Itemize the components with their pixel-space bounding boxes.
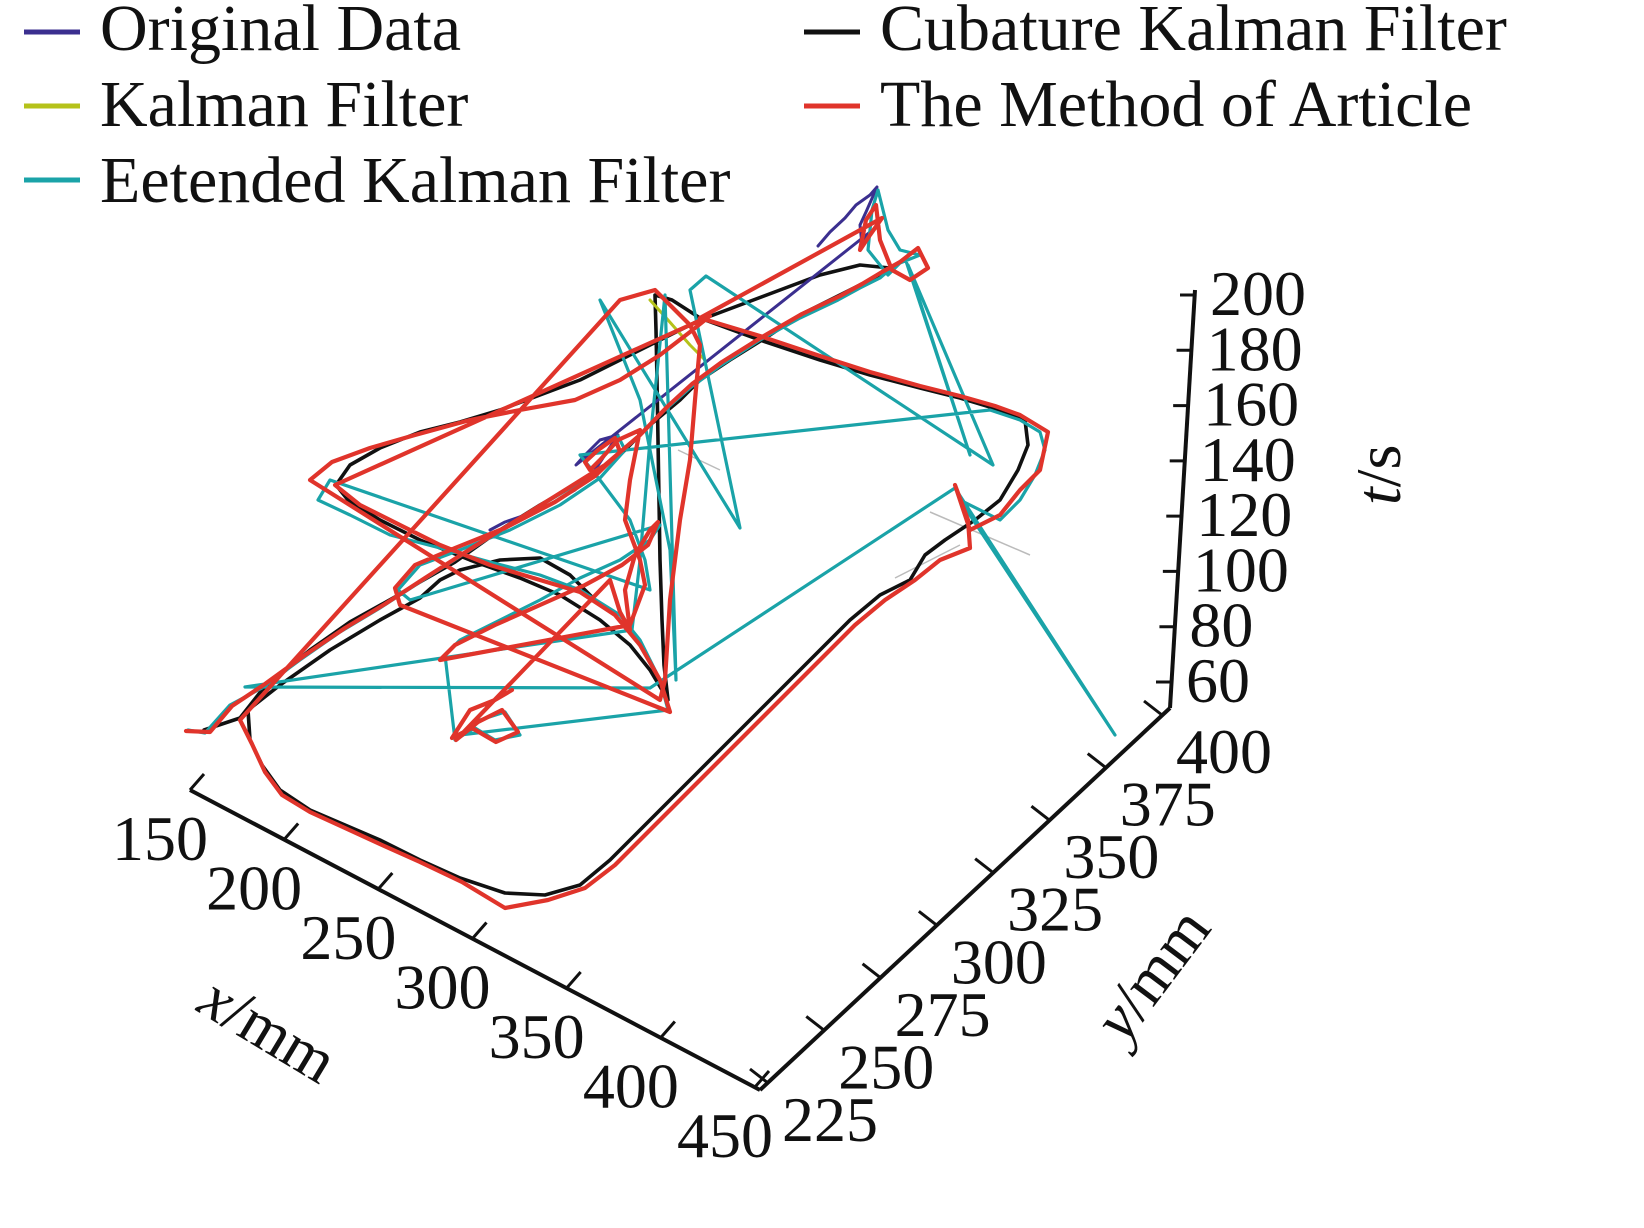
legend: Original Data Kalman Filter Eetended Kal…	[24, 0, 1507, 217]
x-axis-tick-label: 350	[489, 1001, 585, 1072]
x-axis-tick-label: 400	[583, 1051, 679, 1122]
y-axis-tick-mark	[1030, 804, 1051, 822]
legend-label-original-data: Original Data	[100, 0, 461, 65]
series-line-art	[183, 202, 1051, 911]
y-axis-tick-mark	[805, 1015, 826, 1032]
legend-label-cubature-kalman-filter: Cubature Kalman Filter	[880, 0, 1507, 65]
legend-entry-method-of-article: The Method of Article	[804, 68, 1472, 141]
x-axis-tick-mark	[377, 872, 394, 890]
z-axis-title-var: t	[1343, 485, 1414, 505]
x-axis-tick-label: 200	[206, 853, 302, 924]
x-axis-tick-label: 450	[677, 1100, 773, 1171]
y-axis-tick-mark	[974, 857, 995, 874]
z-axis-title: t/s	[1343, 445, 1414, 505]
legend-entry-extended-kalman-filter: Eetended Kalman Filter	[24, 144, 730, 217]
y-axis-tick-label: 250	[838, 1031, 934, 1102]
y-axis-line	[758, 706, 1172, 1092]
y-axis-tick-label: 400	[1176, 716, 1272, 787]
legend-label-kalman-filter: Kalman Filter	[100, 68, 468, 141]
y-axis-tick-label: 350	[1063, 821, 1159, 892]
legend-label-method-of-article: The Method of Article	[880, 68, 1472, 141]
y-axis-tick-mark	[1143, 699, 1163, 717]
z-axis-line	[1168, 289, 1197, 709]
y-axis-tick-label: 375	[1120, 769, 1216, 840]
y-axis-tick-label: 225	[782, 1084, 878, 1155]
z-axis-tick-label: 60	[1186, 645, 1250, 716]
x-axis-title: x/mm	[187, 961, 349, 1097]
z-axis-tick-label: 180	[1207, 313, 1303, 384]
y-axis-tick-mark	[917, 910, 938, 927]
inner-hint-line	[894, 544, 961, 579]
z-axis-title-unit: /s	[1343, 445, 1414, 488]
x-axis-tick-mark	[283, 822, 300, 841]
series-layer	[183, 185, 1117, 911]
z-axis-tick-label: 100	[1193, 534, 1289, 605]
z-axis-tick-label: 80	[1189, 590, 1253, 661]
x-axis-tick-mark	[565, 971, 582, 989]
x-axis-tick-mark	[188, 773, 206, 791]
x-axis-tick-label: 150	[112, 803, 208, 874]
legend-entry-cubature-kalman-filter: Cubature Kalman Filter	[804, 0, 1507, 65]
y-axis-tick-mark	[1086, 752, 1107, 769]
z-axis-tick-label: 160	[1203, 369, 1299, 440]
z-axis-tick-label: 140	[1200, 424, 1296, 495]
x-axis-tick-label: 250	[300, 902, 396, 973]
legend-label-extended-kalman-filter: Eetended Kalman Filter	[100, 144, 730, 217]
svg-text:t/s: t/s	[1343, 445, 1414, 505]
inner-hint-line	[929, 511, 1031, 556]
y-axis-tick-mark	[749, 1067, 769, 1085]
y-axis-tick-label: 275	[895, 979, 991, 1050]
x-axis-tick-mark	[471, 921, 488, 940]
x-axis-tick-label: 300	[395, 952, 491, 1023]
legend-entry-original-data: Original Data	[24, 0, 461, 65]
y-axis-tick-mark	[861, 962, 882, 980]
x-axis-tick-mark	[659, 1020, 676, 1039]
z-axis-tick-label: 120	[1196, 479, 1292, 550]
z-axis-tick-label: 200	[1210, 258, 1306, 329]
y-axis-tick-label: 300	[951, 926, 1047, 997]
svg-text:x/mm: x/mm	[187, 961, 349, 1097]
y-axis-tick-label: 325	[1007, 874, 1103, 945]
legend-entry-kalman-filter: Kalman Filter	[24, 68, 468, 141]
